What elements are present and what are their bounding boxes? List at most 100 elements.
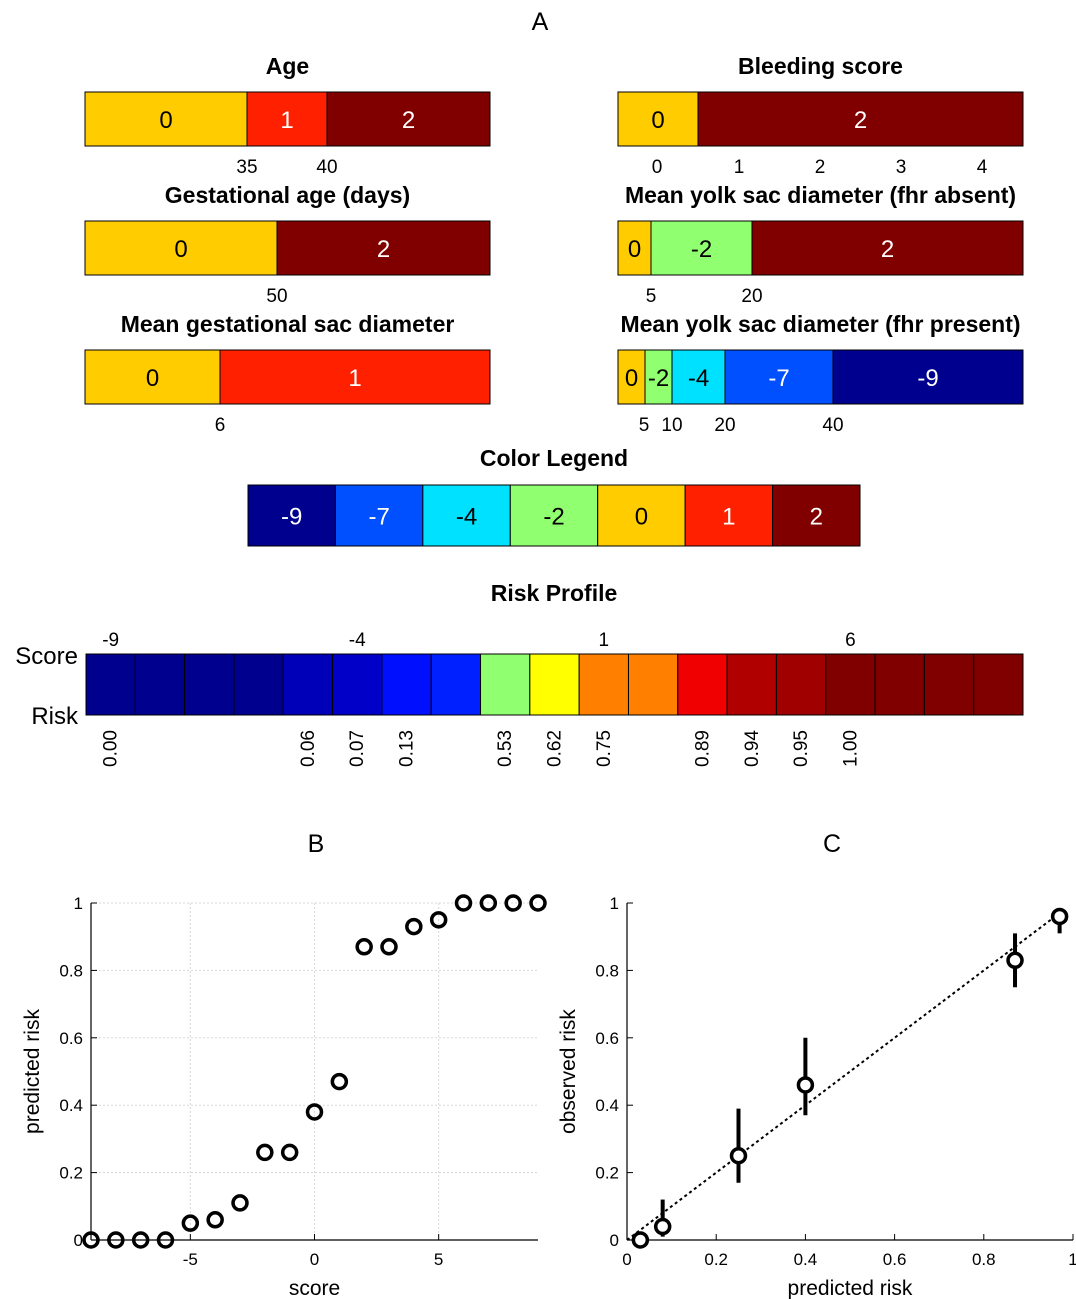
bar-mean-yolk-sac-diameter-fhr-present-tick-label: 10 xyxy=(661,415,682,436)
bar-gestational-age-days-title: Gestational age (days) xyxy=(165,182,410,208)
panel-label-c: C xyxy=(823,830,841,858)
bar-age-tick-label: 40 xyxy=(316,157,337,178)
bar-mean-yolk-sac-diameter-fhr-present-tick-label: 20 xyxy=(714,415,735,436)
bar-mean-gestational-sac-diameter-segment-label: 0 xyxy=(146,365,159,392)
risk-profile-row-label: Risk xyxy=(31,703,79,730)
chart-b-y-tick-label: 0.4 xyxy=(59,1096,83,1115)
color-legend-label: -2 xyxy=(543,504,564,531)
chart-b-point xyxy=(283,1145,297,1159)
bar-mean-gestational-sac-diameter-segment-label: 1 xyxy=(348,365,361,392)
risk-profile-cell xyxy=(333,654,382,715)
risk-profile-cell xyxy=(135,654,184,715)
color-legend-label: -7 xyxy=(368,504,389,531)
risk-profile-score-tick: -9 xyxy=(102,630,119,651)
chart-c-x-tick-label: 0.4 xyxy=(794,1250,818,1269)
bar-mean-yolk-sac-diameter-fhr-present-segment-label: -2 xyxy=(648,365,669,392)
chart-c-x-axis-label: predicted risk xyxy=(788,1277,913,1299)
chart-c-x-tick-label: 1 xyxy=(1068,1250,1076,1269)
chart-c-y-tick-label: 0.2 xyxy=(595,1164,619,1183)
chart-c-point xyxy=(1008,953,1022,967)
bar-mean-yolk-sac-diameter-fhr-present-segment-label: -4 xyxy=(688,365,709,392)
risk-profile-score-tick: 6 xyxy=(845,630,856,651)
risk-profile-cell xyxy=(86,654,135,715)
color-legend-label: 0 xyxy=(635,504,648,531)
bar-mean-yolk-sac-diameter-fhr-present-segment-label: 0 xyxy=(625,365,638,392)
chart-b-point xyxy=(332,1075,346,1089)
bar-bleeding-score-tick-label: 1 xyxy=(734,157,745,178)
risk-profile-risk-label: 1.00 xyxy=(840,730,861,767)
chart-b-point xyxy=(258,1145,272,1159)
risk-profile-cell xyxy=(776,654,825,715)
chart-b-point xyxy=(208,1213,222,1227)
risk-profile-cell xyxy=(727,654,776,715)
predicted-risk-chart: -5 0 500.20.40.60.81scorepredicted risk xyxy=(21,894,545,1299)
risk-profile-cell xyxy=(974,654,1023,715)
chart-c-y-axis-label: observed risk xyxy=(557,1009,580,1134)
chart-b-y-tick-label: 0 xyxy=(74,1231,83,1250)
bar-mean-yolk-sac-diameter-fhr-present-title: Mean yolk sac diameter (fhr present) xyxy=(620,311,1020,337)
risk-profile-cell xyxy=(628,654,677,715)
risk-profile-score-tick: 1 xyxy=(599,630,610,651)
bar-gestational-age-days-segment-label: 2 xyxy=(377,236,390,263)
bar-mean-gestational-sac-diameter-title: Mean gestational sac diameter xyxy=(121,311,455,337)
bar-mean-yolk-sac-diameter-fhr-absent-segment-label: 2 xyxy=(881,236,894,263)
chart-b-y-tick-label: 0.6 xyxy=(59,1029,83,1048)
bar-gestational-age-days-segment-label: 0 xyxy=(174,236,187,263)
risk-profile-risk-label: 0.75 xyxy=(594,730,615,767)
risk-profile-cell xyxy=(875,654,924,715)
risk-profile-cell xyxy=(234,654,283,715)
chart-c-point xyxy=(633,1233,647,1247)
risk-profile-risk-label: 0.89 xyxy=(692,730,713,767)
chart-c-reference-line xyxy=(627,913,1060,1240)
bar-mean-yolk-sac-diameter-fhr-present-tick-label: 5 xyxy=(639,415,650,436)
risk-profile-risk-label: 0.07 xyxy=(347,730,368,767)
calibration-chart: 0 0.2 0.4 0.6 0.8 100.20.40.60.81predicted ri… xyxy=(557,894,1076,1299)
bar-mean-yolk-sac-diameter-fhr-present-segment-label: -7 xyxy=(768,365,789,392)
bar-gestational-age-days-tick-label: 50 xyxy=(266,286,287,307)
chart-c-y-tick-label: 0.8 xyxy=(595,961,619,980)
bar-bleeding-score-tick-label: 0 xyxy=(652,157,663,178)
bar-mean-yolk-sac-diameter-fhr-absent-title: Mean yolk sac diameter (fhr absent) xyxy=(625,182,1016,208)
chart-b-x-axis-label: score xyxy=(289,1277,340,1299)
color-legend-label: 2 xyxy=(810,504,823,531)
chart-b-x-tick-label: 0 xyxy=(310,1250,319,1269)
color-legend-label: 1 xyxy=(722,504,735,531)
risk-profile-risk-label: 0.13 xyxy=(397,730,418,767)
chart-b-point xyxy=(233,1196,247,1210)
risk-profile-cell xyxy=(579,654,628,715)
score-bars-layer: Age0 1 235 40Bleeding score0 20 1 2 3 4Gestation… xyxy=(85,53,1023,436)
color-legend-title: Color Legend xyxy=(480,445,628,471)
risk-profile-cell xyxy=(530,654,579,715)
bar-bleeding-score-segment-label: 0 xyxy=(651,107,664,134)
bar-mean-yolk-sac-diameter-fhr-absent-segment-label: 0 xyxy=(628,236,641,263)
chart-c-y-tick-label: 1 xyxy=(610,894,619,913)
chart-c-y-tick-label: 0.6 xyxy=(595,1029,619,1048)
chart-b-y-tick-label: 1 xyxy=(74,894,83,913)
chart-b-point xyxy=(382,940,396,954)
chart-b-point xyxy=(407,920,421,934)
bar-age-segment-label: 0 xyxy=(159,107,172,134)
chart-c-point xyxy=(798,1078,812,1092)
bar-mean-yolk-sac-diameter-fhr-present-tick-label: 40 xyxy=(822,415,843,436)
bar-mean-yolk-sac-diameter-fhr-absent-tick-label: 20 xyxy=(741,286,762,307)
bar-age-tick-label: 35 xyxy=(236,157,257,178)
bar-age-segment-label: 1 xyxy=(280,107,293,134)
risk-profile-cell xyxy=(431,654,480,715)
bar-mean-yolk-sac-diameter-fhr-absent-segment-label: -2 xyxy=(691,236,712,263)
risk-profile-risk-label: 0.62 xyxy=(545,730,566,767)
chart-b-point xyxy=(357,940,371,954)
chart-b-y-tick-label: 0.2 xyxy=(59,1164,83,1183)
bar-mean-gestational-sac-diameter-tick-label: 6 xyxy=(215,415,226,436)
bar-bleeding-score-tick-label: 2 xyxy=(815,157,826,178)
panel-label-a: A xyxy=(532,8,549,36)
bar-bleeding-score-tick-label: 4 xyxy=(977,157,988,178)
risk-profile-cell xyxy=(185,654,234,715)
chart-c-x-tick-label: 0.6 xyxy=(883,1250,907,1269)
chart-c-point xyxy=(656,1220,670,1234)
risk-profile-risk-label: 0.00 xyxy=(101,730,122,767)
chart-b-y-tick-label: 0.8 xyxy=(59,961,83,980)
bar-age-title: Age xyxy=(266,53,309,79)
risk-profile-cell xyxy=(382,654,431,715)
risk-profile-risk-label: 0.94 xyxy=(742,730,763,767)
